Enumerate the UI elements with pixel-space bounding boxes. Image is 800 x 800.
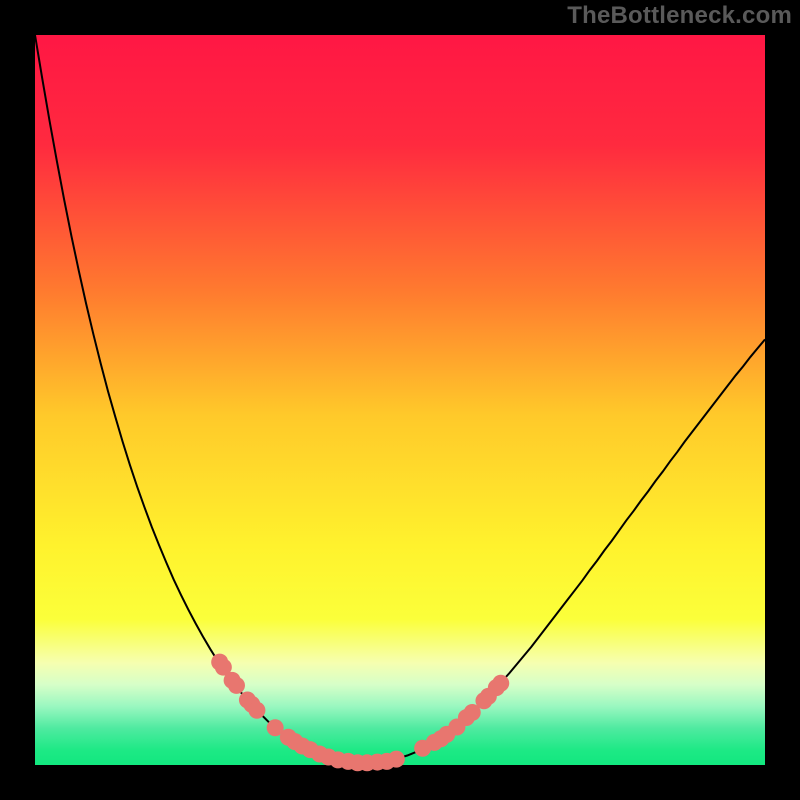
scatter-point xyxy=(388,751,405,768)
scatter-point xyxy=(248,702,265,719)
chart-container: TheBottleneck.com xyxy=(0,0,800,800)
plot-background xyxy=(35,35,765,765)
scatter-point xyxy=(492,675,509,692)
chart-svg xyxy=(0,0,800,800)
scatter-point xyxy=(228,677,245,694)
